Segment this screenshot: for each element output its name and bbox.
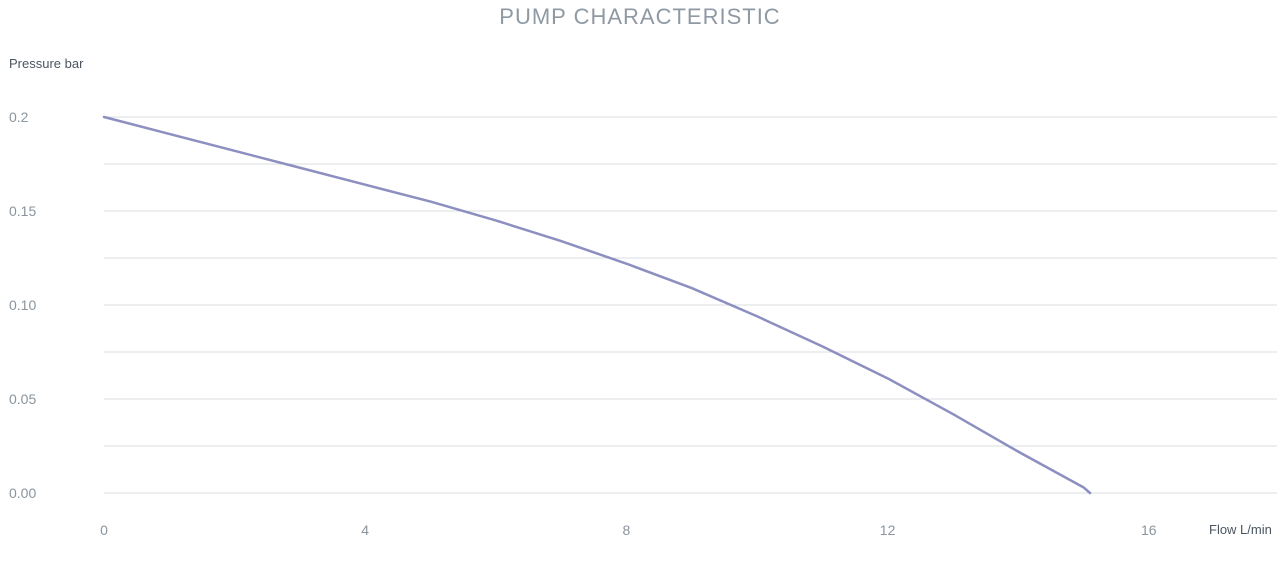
- y-tick-label: 0.15: [9, 203, 36, 219]
- x-axis-label: Flow L/min: [1209, 522, 1272, 537]
- x-tick-label: 16: [1141, 522, 1157, 538]
- x-tick-labels: 0 4 8 12 16: [100, 522, 1157, 538]
- y-tick-label: 0.00: [9, 485, 36, 501]
- y-tick-labels: 0.2 0.15 0.10 0.05 0.00: [9, 109, 36, 501]
- y-tick-label: 0.10: [9, 297, 36, 313]
- y-tick-label: 0.05: [9, 391, 36, 407]
- gridlines: [104, 116, 1277, 494]
- x-tick-label: 12: [880, 522, 896, 538]
- y-tick-label: 0.2: [9, 109, 29, 125]
- y-axis-label: Pressure bar: [9, 56, 84, 71]
- chart-title: PUMP CHARACTERISTIC: [499, 4, 781, 29]
- series-layer: [102, 115, 1092, 495]
- series-line: [102, 115, 1092, 495]
- x-tick-label: 4: [361, 522, 369, 538]
- x-tick-label: 8: [623, 522, 631, 538]
- x-tick-label: 0: [100, 522, 108, 538]
